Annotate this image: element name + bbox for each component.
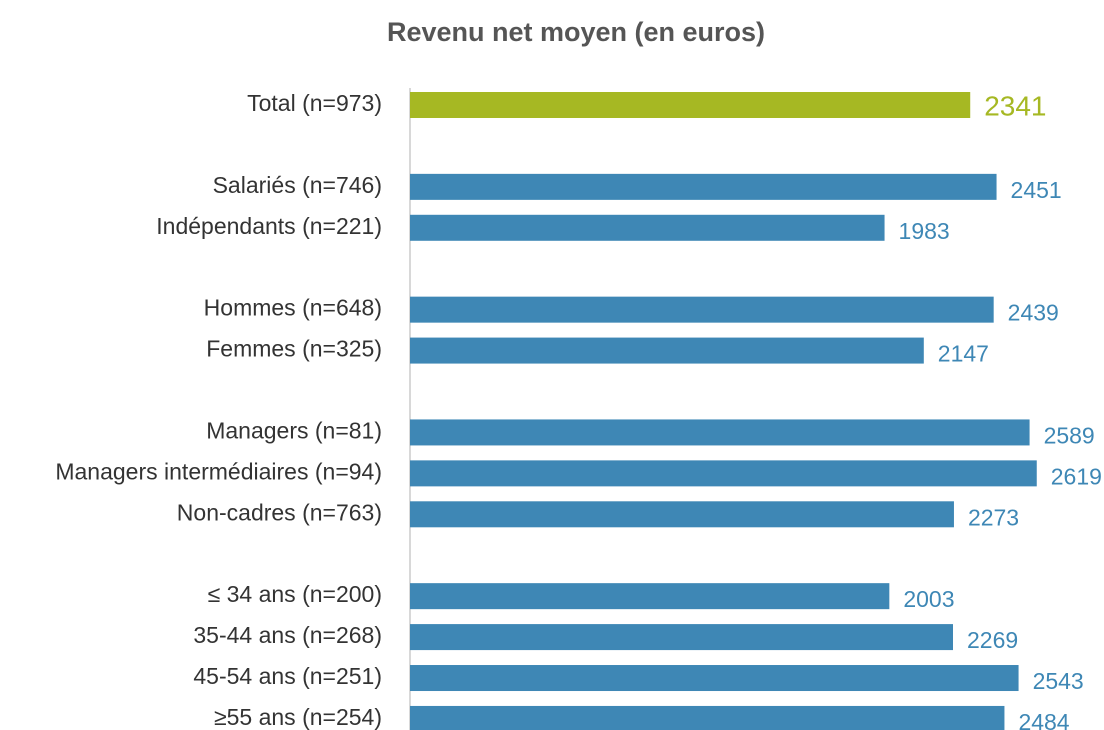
value-label: 2269: [967, 627, 1018, 653]
bar: [410, 173, 997, 200]
value-label: 2273: [968, 504, 1019, 530]
category-label: Managers intermédiaires (n=94): [55, 458, 382, 484]
bar: [410, 583, 890, 610]
category-label: Non-cadres (n=763): [177, 499, 382, 525]
bar: [410, 419, 1030, 446]
category-label: Total (n=973): [247, 90, 382, 116]
value-label: 2543: [1033, 668, 1084, 694]
value-label: 2484: [1018, 709, 1069, 730]
bar: [410, 501, 954, 528]
value-label: 2003: [903, 586, 954, 612]
category-label: 45-54 ans (n=251): [193, 663, 382, 689]
bar: [410, 337, 924, 364]
bar: [410, 92, 971, 118]
value-label: 2451: [1011, 177, 1062, 203]
category-label: ≤ 34 ans (n=200): [208, 581, 382, 607]
bar: [410, 665, 1019, 692]
value-label: 2439: [1008, 300, 1059, 326]
category-label: Femmes (n=325): [206, 336, 382, 362]
category-label: Managers (n=81): [206, 418, 382, 444]
bar: [410, 214, 885, 241]
value-label: 1983: [899, 218, 950, 244]
value-label: 2589: [1044, 423, 1095, 449]
bar: [410, 460, 1037, 487]
bar: [410, 624, 953, 651]
category-label: 35-44 ans (n=268): [193, 622, 382, 648]
category-label: Salariés (n=746): [213, 172, 382, 198]
chart-title: Revenu net moyen (en euros): [387, 17, 765, 47]
bar: [410, 296, 994, 323]
category-label: Hommes (n=648): [204, 295, 382, 321]
category-label: ≥55 ans (n=254): [214, 704, 382, 730]
value-label: 2341: [984, 90, 1046, 121]
category-label: Indépendants (n=221): [156, 213, 382, 239]
value-label: 2147: [938, 341, 989, 367]
bar: [410, 705, 1005, 730]
value-label: 2619: [1051, 463, 1102, 489]
